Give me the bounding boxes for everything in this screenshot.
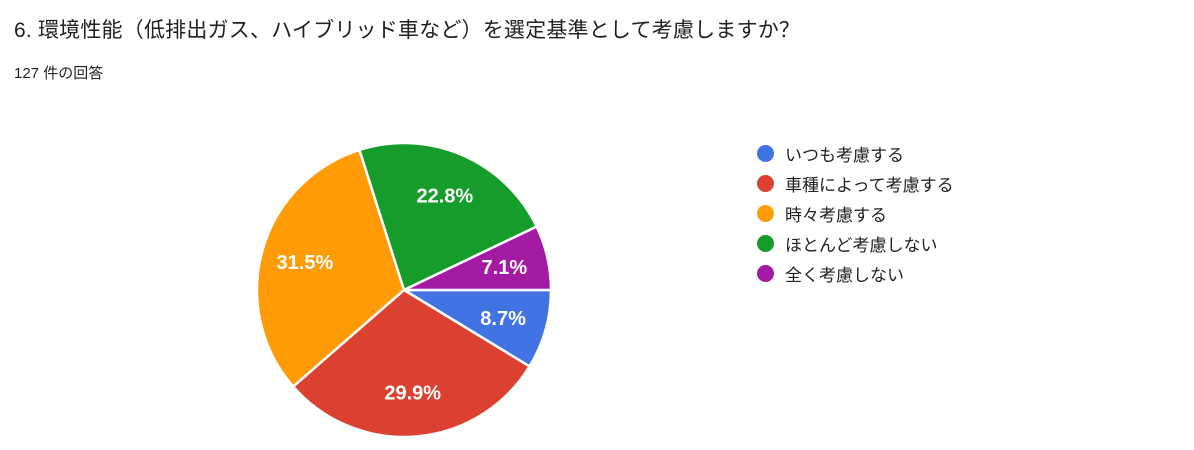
legend-item-label: 時々考慮する [785, 205, 887, 225]
pie-slice-depends-on-model[interactable] [291, 288, 531, 439]
pie-slice-percentage-label: 8.7% [480, 308, 526, 330]
legend-color-dot [757, 264, 774, 282]
question-title: 6. 環境性能（低排出ガス、ハイブリッド車など）を選定基準として考慮しますか？ [14, 19, 801, 42]
legend-item-rarely: ほとんど考慮しない [757, 228, 954, 258]
legend-item-always: いつも考慮する [757, 138, 954, 168]
legend-color-dot [757, 174, 774, 192]
legend-item-label: いつも考慮する [785, 145, 904, 165]
response-count: 127 件の回答 [14, 65, 104, 82]
legend-color-dot [757, 204, 774, 222]
pie-slice-percentage-label: 29.9% [384, 383, 441, 405]
legend: いつも考慮する 車種によって考慮する 時々考慮する ほとんど考慮しない 全く考慮… [757, 138, 954, 288]
pie-slice-percentage-label: 22.8% [417, 186, 474, 208]
legend-item-depends-on-model: 車種によって考慮する [757, 168, 954, 198]
pie-slice-percentage-label: 31.5% [277, 252, 334, 274]
legend-item-label: ほとんど考慮しない [785, 235, 938, 255]
legend-item-never: 全く考慮しない [757, 258, 954, 288]
legend-item-label: 車種によって考慮する [785, 175, 954, 195]
pie-chart: 8.7% 29.9% 31.5% 22.8% 7.1% [255, 141, 553, 439]
pie-slice-never[interactable] [402, 225, 553, 292]
legend-item-sometimes: 時々考慮する [757, 198, 954, 228]
pie-slice-rarely[interactable] [358, 141, 538, 292]
pie-slice-percentage-label: 7.1% [482, 257, 528, 279]
legend-color-dot [757, 234, 774, 252]
pie-slice-sometimes[interactable] [255, 148, 406, 388]
legend-item-label: 全く考慮しない [785, 265, 904, 285]
legend-color-dot [757, 144, 774, 162]
